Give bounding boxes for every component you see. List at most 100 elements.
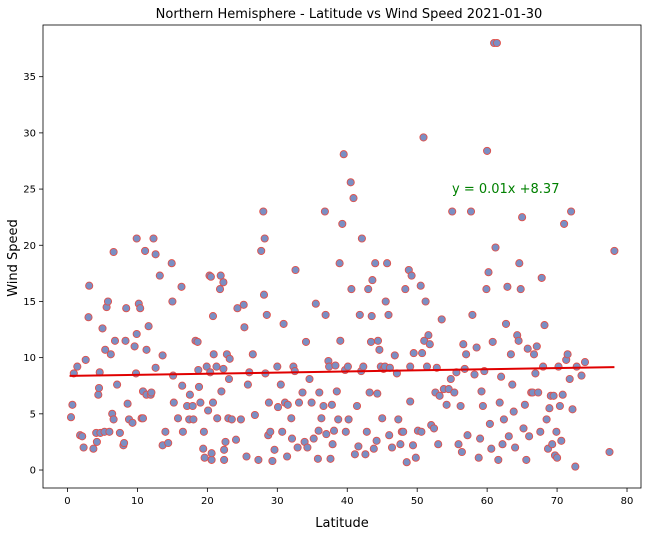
data-point <box>485 419 494 428</box>
data-point <box>279 319 288 328</box>
x-tick-label: 40 <box>341 496 354 507</box>
data-point <box>406 397 415 406</box>
data-point <box>373 389 382 398</box>
data-point <box>216 271 225 280</box>
data-point <box>369 444 378 453</box>
data-point <box>144 322 153 331</box>
data-point <box>233 304 242 313</box>
data-point <box>103 297 113 306</box>
data-point <box>169 398 178 407</box>
data-point <box>434 440 443 449</box>
data-point <box>338 219 347 228</box>
data-point <box>122 304 131 313</box>
data-point <box>248 350 257 359</box>
data-point <box>109 247 118 257</box>
data-point <box>217 387 226 396</box>
data-point <box>497 372 506 381</box>
data-point <box>208 398 218 407</box>
data-point <box>68 400 77 409</box>
data-point <box>373 336 383 345</box>
data-point <box>518 213 527 222</box>
data-point <box>334 415 343 424</box>
data-point <box>515 259 524 268</box>
data-point <box>501 319 511 328</box>
data-point <box>206 368 215 377</box>
data-point <box>85 281 94 290</box>
y-tick-label: 30 <box>23 128 36 139</box>
data-point <box>347 285 356 294</box>
data-point <box>101 345 110 354</box>
x-tick-label: 80 <box>621 496 634 507</box>
data-point <box>470 370 479 379</box>
data-point <box>78 432 87 441</box>
data-point <box>328 440 337 449</box>
data-point <box>362 427 371 436</box>
data-point <box>549 391 558 400</box>
x-tick-label: 20 <box>201 496 214 507</box>
data-point <box>161 427 170 436</box>
data-point <box>429 424 439 433</box>
data-point <box>130 342 139 351</box>
data-point <box>529 350 539 359</box>
data-point <box>231 435 241 444</box>
data-point <box>381 297 390 306</box>
data-point <box>384 310 393 319</box>
data-point <box>199 427 208 436</box>
data-point <box>335 259 344 268</box>
data-point <box>158 351 167 360</box>
data-point <box>409 349 418 358</box>
data-point <box>565 374 574 384</box>
data-point <box>136 304 145 313</box>
data-point <box>580 358 590 367</box>
data-point <box>472 343 481 352</box>
data-point <box>532 342 541 351</box>
data-point <box>298 388 307 397</box>
data-point <box>477 387 486 396</box>
data-point <box>155 271 164 280</box>
data-point <box>355 310 364 319</box>
data-point <box>301 337 311 346</box>
data-point <box>89 444 98 453</box>
y-tick-label: 35 <box>23 72 36 83</box>
y-tick-label: 20 <box>23 241 36 252</box>
data-point <box>177 282 186 291</box>
x-tick-label: 30 <box>271 496 284 507</box>
data-point <box>113 380 122 389</box>
data-point <box>329 426 339 435</box>
data-point <box>317 414 326 423</box>
data-point <box>268 456 277 466</box>
axes-frame <box>42 24 642 489</box>
data-point <box>294 398 304 407</box>
data-point <box>92 437 101 446</box>
data-point <box>406 362 415 371</box>
data-point <box>311 299 320 308</box>
data-point <box>378 414 387 423</box>
data-point <box>375 345 384 354</box>
data-point <box>478 401 487 411</box>
data-point <box>254 455 263 464</box>
data-point <box>514 336 523 345</box>
data-point <box>352 401 362 411</box>
data-point <box>424 331 433 340</box>
data-point <box>105 427 114 436</box>
data-point <box>224 374 234 384</box>
data-point <box>468 310 477 319</box>
data-point <box>385 431 394 440</box>
data-point <box>357 234 366 243</box>
data-point <box>499 415 508 424</box>
data-point <box>417 427 426 436</box>
data-point <box>262 310 271 319</box>
y-tick-label: 5 <box>30 409 36 420</box>
data-point <box>504 432 513 441</box>
data-point <box>257 246 266 255</box>
data-point <box>331 361 340 370</box>
data-point <box>315 388 324 397</box>
data-point <box>548 440 557 449</box>
data-point <box>128 418 137 427</box>
data-point <box>448 207 457 216</box>
data-point <box>151 250 160 259</box>
data-point <box>189 415 198 424</box>
data-point <box>509 407 518 416</box>
data-point <box>270 445 279 454</box>
data-point <box>364 285 373 294</box>
